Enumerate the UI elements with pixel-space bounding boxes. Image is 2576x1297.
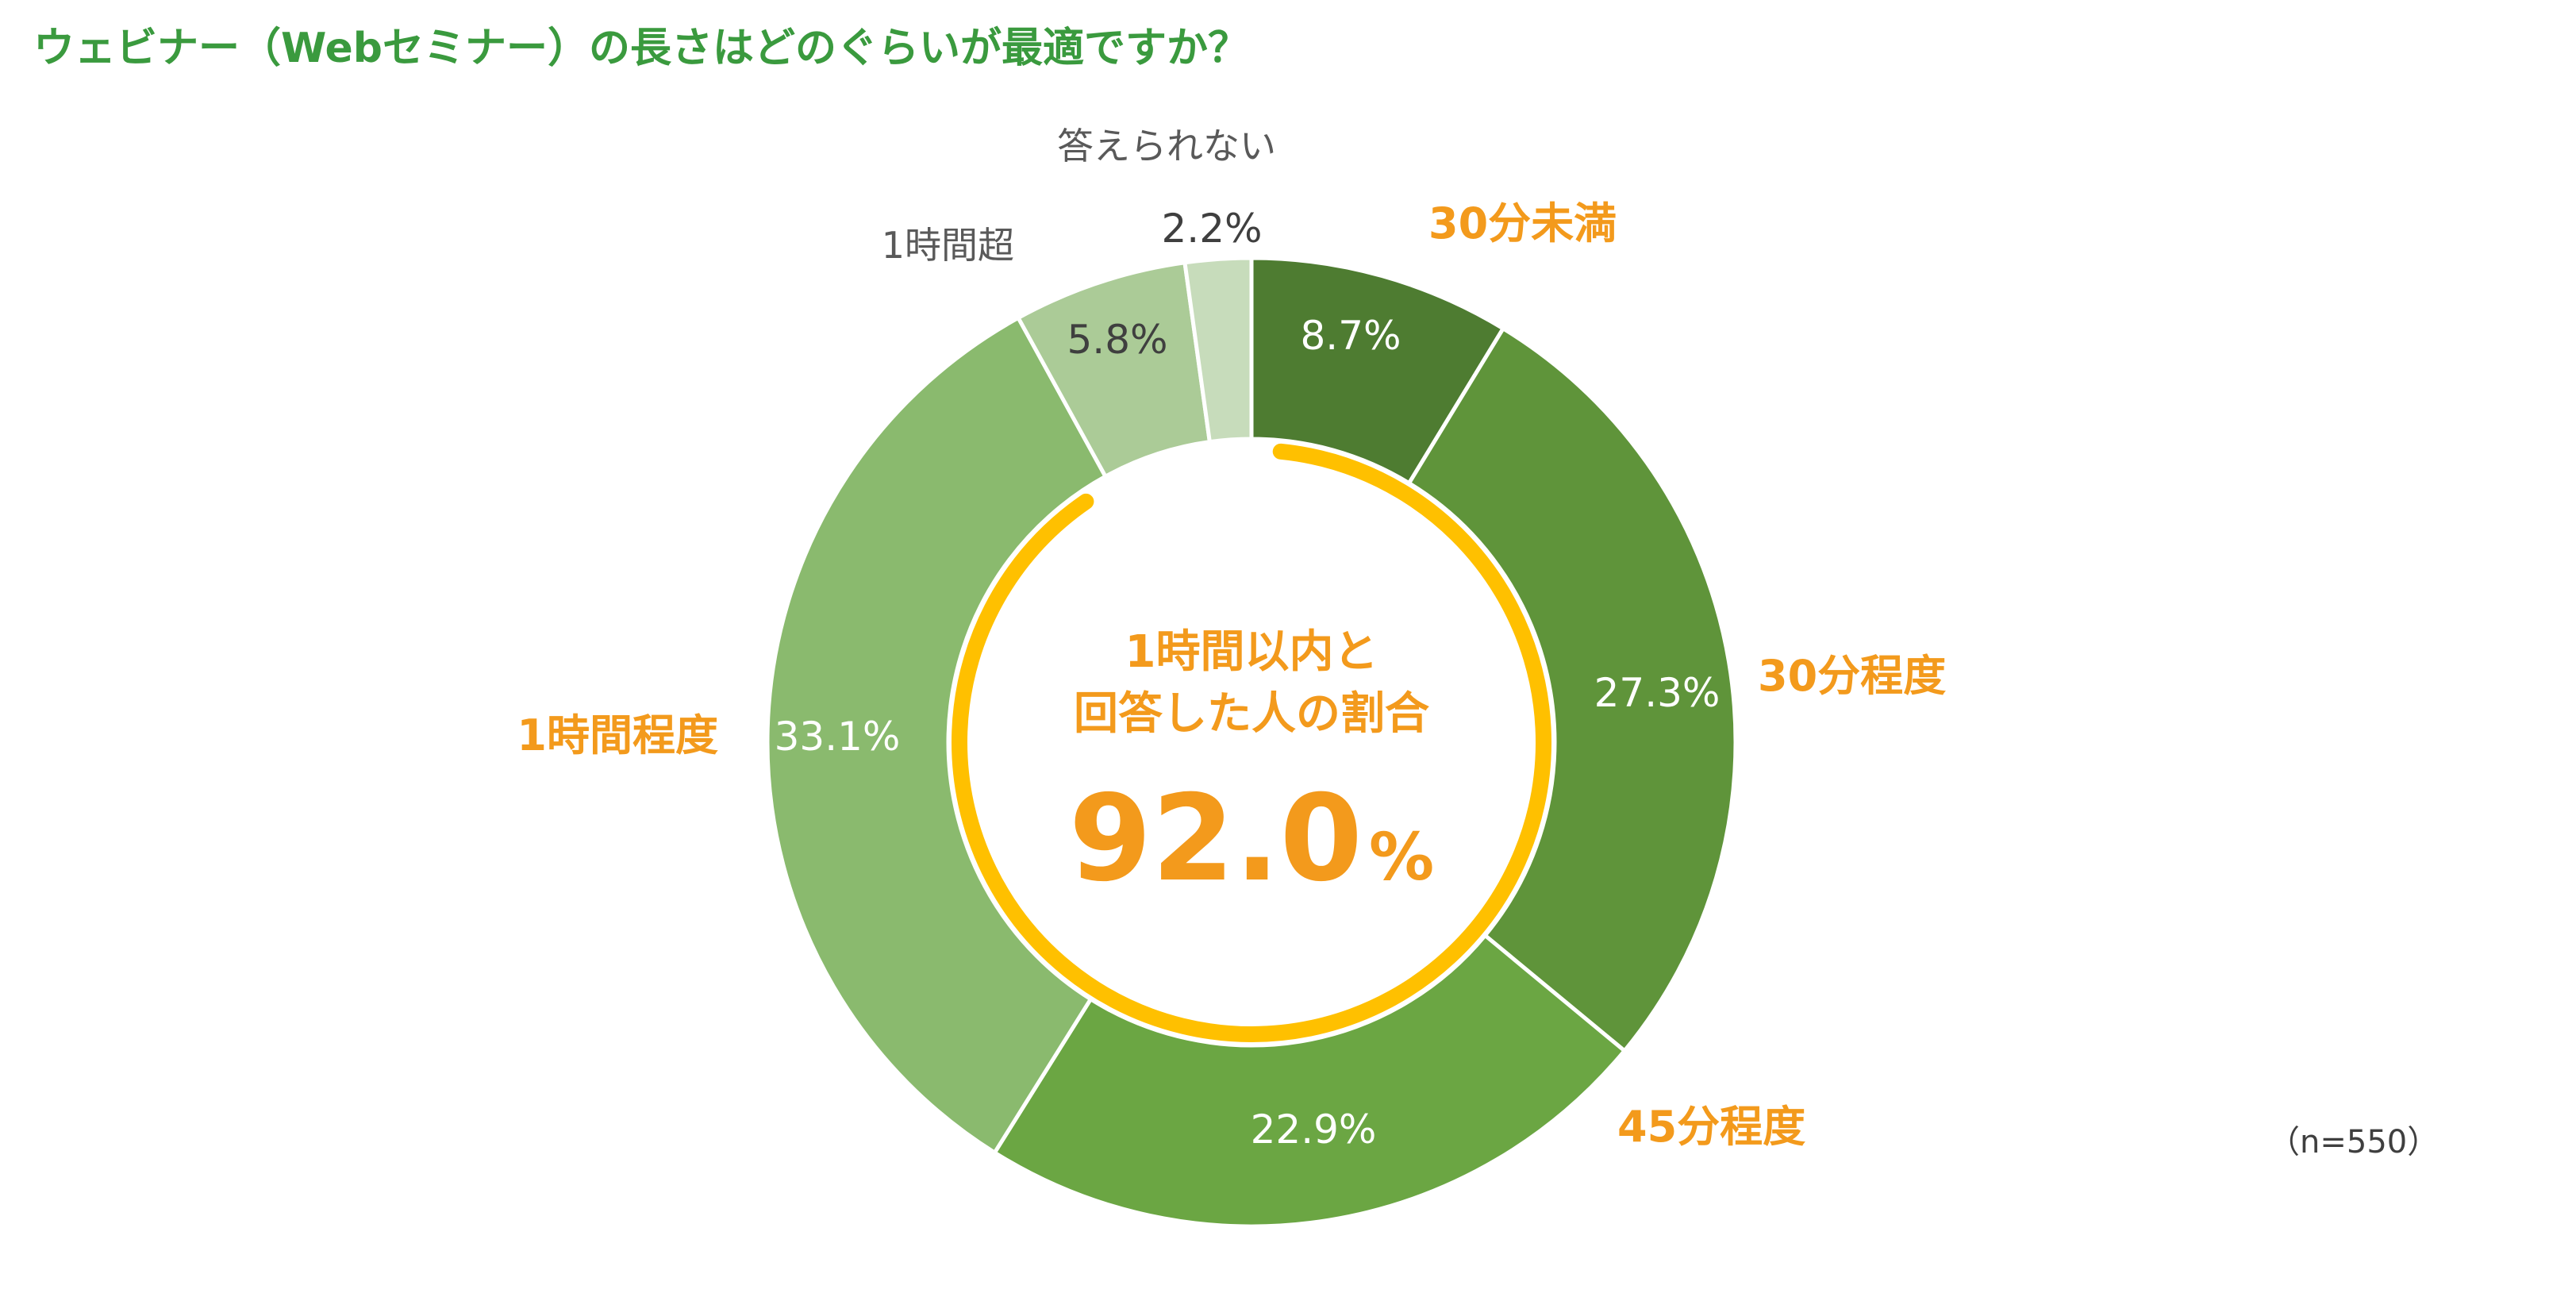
highlight-arc xyxy=(952,443,1552,1042)
chart-title: ウェビナー（Webセミナー）の長さはどのぐらいが最適ですか？ xyxy=(33,25,1249,72)
category-label-30min: 30分程度 xyxy=(1758,651,1946,701)
value-label-no-answer: 2.2% xyxy=(1161,206,1262,252)
slice-1hour xyxy=(765,315,1109,1156)
category-label-no-answer: 答えられない xyxy=(1057,125,1276,167)
highlight-ring xyxy=(952,443,1552,1042)
center-caption-line2: 回答した人の割合 xyxy=(1074,688,1429,740)
center-percentage-unit: % xyxy=(1369,820,1434,895)
value-labels: 8.7% 27.3% 22.9% 33.1% 5.8% 2.2% xyxy=(775,206,1721,1153)
slice-45min xyxy=(991,932,1628,1229)
category-label-45min: 45分程度 xyxy=(1617,1102,1805,1152)
center-percentage-value: 92.0 xyxy=(1069,770,1363,908)
value-label-30min: 27.3% xyxy=(1594,670,1721,716)
slice-no-answer xyxy=(1182,256,1254,445)
category-labels: 30分未満 30分程度 45分程度 1時間程度 1時間超 答えられない xyxy=(517,125,1946,1152)
value-label-1hour: 33.1% xyxy=(775,714,901,760)
slice-30min xyxy=(1406,325,1738,1054)
value-label-45min: 22.9% xyxy=(1251,1106,1377,1153)
center-percentage: 92.0% xyxy=(1069,770,1434,908)
category-label-30min-under: 30分未満 xyxy=(1428,198,1617,248)
category-label-1hour: 1時間程度 xyxy=(517,710,718,760)
center-caption-line1: 1時間以内と xyxy=(1125,626,1378,678)
value-label-30min-under: 8.7% xyxy=(1300,313,1401,359)
category-label-over-1hour: 1時間超 xyxy=(882,224,1014,267)
value-label-over-1hour: 5.8% xyxy=(1067,317,1167,363)
donut-slices xyxy=(765,256,1738,1229)
sample-size-note: （n=550） xyxy=(2268,1124,2439,1160)
